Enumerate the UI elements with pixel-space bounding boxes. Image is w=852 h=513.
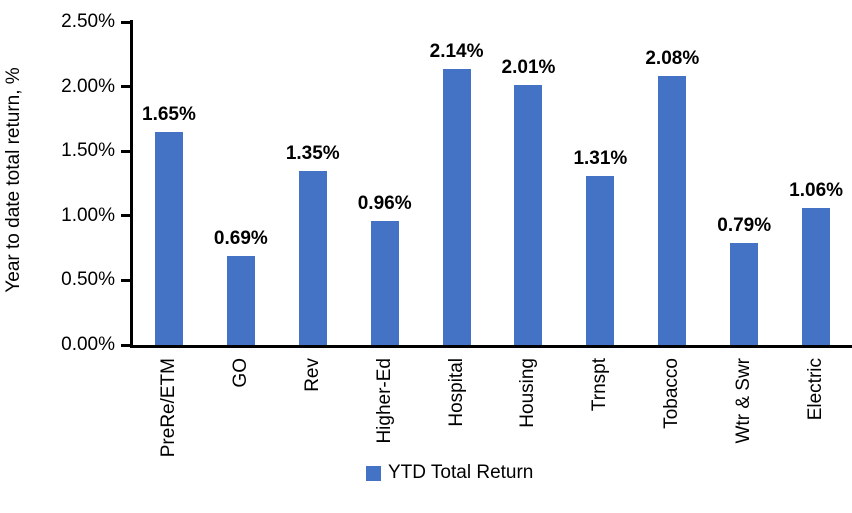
y-axis-line: [130, 20, 133, 348]
x-category-label: Trnspt: [589, 358, 611, 412]
x-category-label: Housing: [517, 358, 539, 428]
bar-value-label: 2.14%: [429, 40, 484, 62]
x-category-label: Rev: [301, 358, 323, 392]
x-category-label: Wtr & Swr: [733, 358, 755, 444]
y-tick-mark: [121, 343, 130, 347]
y-tick-mark: [121, 214, 130, 218]
bar: [154, 131, 183, 345]
bar-value-label: 1.06%: [789, 180, 844, 202]
bar: [226, 255, 255, 345]
legend: YTD Total Return: [366, 462, 533, 484]
bar: [802, 208, 831, 345]
bar-slot: 1.35% Rev: [277, 22, 349, 392]
y-tick-label: 2.50%: [61, 11, 115, 32]
bar-slot: 1.65% PreRe/ETM: [133, 22, 205, 457]
bar-slot: 2.08% Tobacco: [636, 22, 708, 429]
bar-slot: 0.79% Wtr & Swr: [708, 22, 780, 444]
bar: [730, 242, 759, 345]
x-category-label: PreRe/ETM: [157, 358, 179, 458]
bar-slot: 0.69% GO: [205, 22, 277, 388]
bar-value-label: 1.65%: [142, 103, 196, 125]
bar: [442, 68, 471, 345]
bar: [514, 85, 543, 345]
x-category-label: Electric: [805, 358, 827, 421]
y-tick-label: 0.00%: [61, 334, 115, 355]
y-tick-mark: [121, 278, 130, 282]
y-tick-label: 1.50%: [61, 140, 115, 162]
bar: [370, 220, 399, 345]
bar-value-label: 0.79%: [717, 214, 772, 236]
bar: [298, 170, 327, 345]
bar-slot: 1.31% Trnspt: [564, 22, 636, 411]
bar: [658, 76, 687, 345]
y-tick-label: 1.00%: [61, 204, 115, 226]
y-tick-mark: [121, 20, 130, 24]
x-axis-line: [130, 345, 852, 348]
x-category-label: Hospital: [445, 358, 467, 427]
bar-slot: 2.01% Housing: [493, 22, 565, 427]
bar-slot: 0.96% Higher-Ed: [349, 22, 421, 444]
x-category-label: GO: [229, 358, 251, 388]
y-axis-title: Year to date total return, %: [3, 67, 24, 293]
legend-swatch: [366, 465, 381, 481]
bar-value-label: 0.69%: [213, 227, 268, 249]
y-tick-label: 0.50%: [61, 269, 115, 291]
x-category-label: Higher-Ed: [373, 358, 395, 444]
y-tick-mark: [121, 149, 130, 153]
plot-area: 1.65% PreRe/ETM 0.69% GO 1.35% Rev 0.96% Higher…: [133, 22, 852, 458]
bar-slot: 2.14% Hospital: [421, 22, 493, 427]
bar-value-label: 1.35%: [285, 142, 340, 164]
bar-value-label: 0.96%: [357, 192, 412, 214]
bar-slot: 1.06% Electric: [780, 22, 852, 420]
bar: [586, 175, 615, 345]
legend-label: YTD Total Return: [388, 462, 534, 483]
bar-value-label: 2.08%: [645, 48, 700, 70]
x-category-label: Tobacco: [661, 358, 683, 429]
bar-value-label: 2.01%: [501, 57, 556, 79]
y-tick-mark: [121, 85, 130, 89]
y-tick-label: 2.00%: [61, 75, 115, 97]
bar-value-label: 1.31%: [573, 147, 628, 169]
